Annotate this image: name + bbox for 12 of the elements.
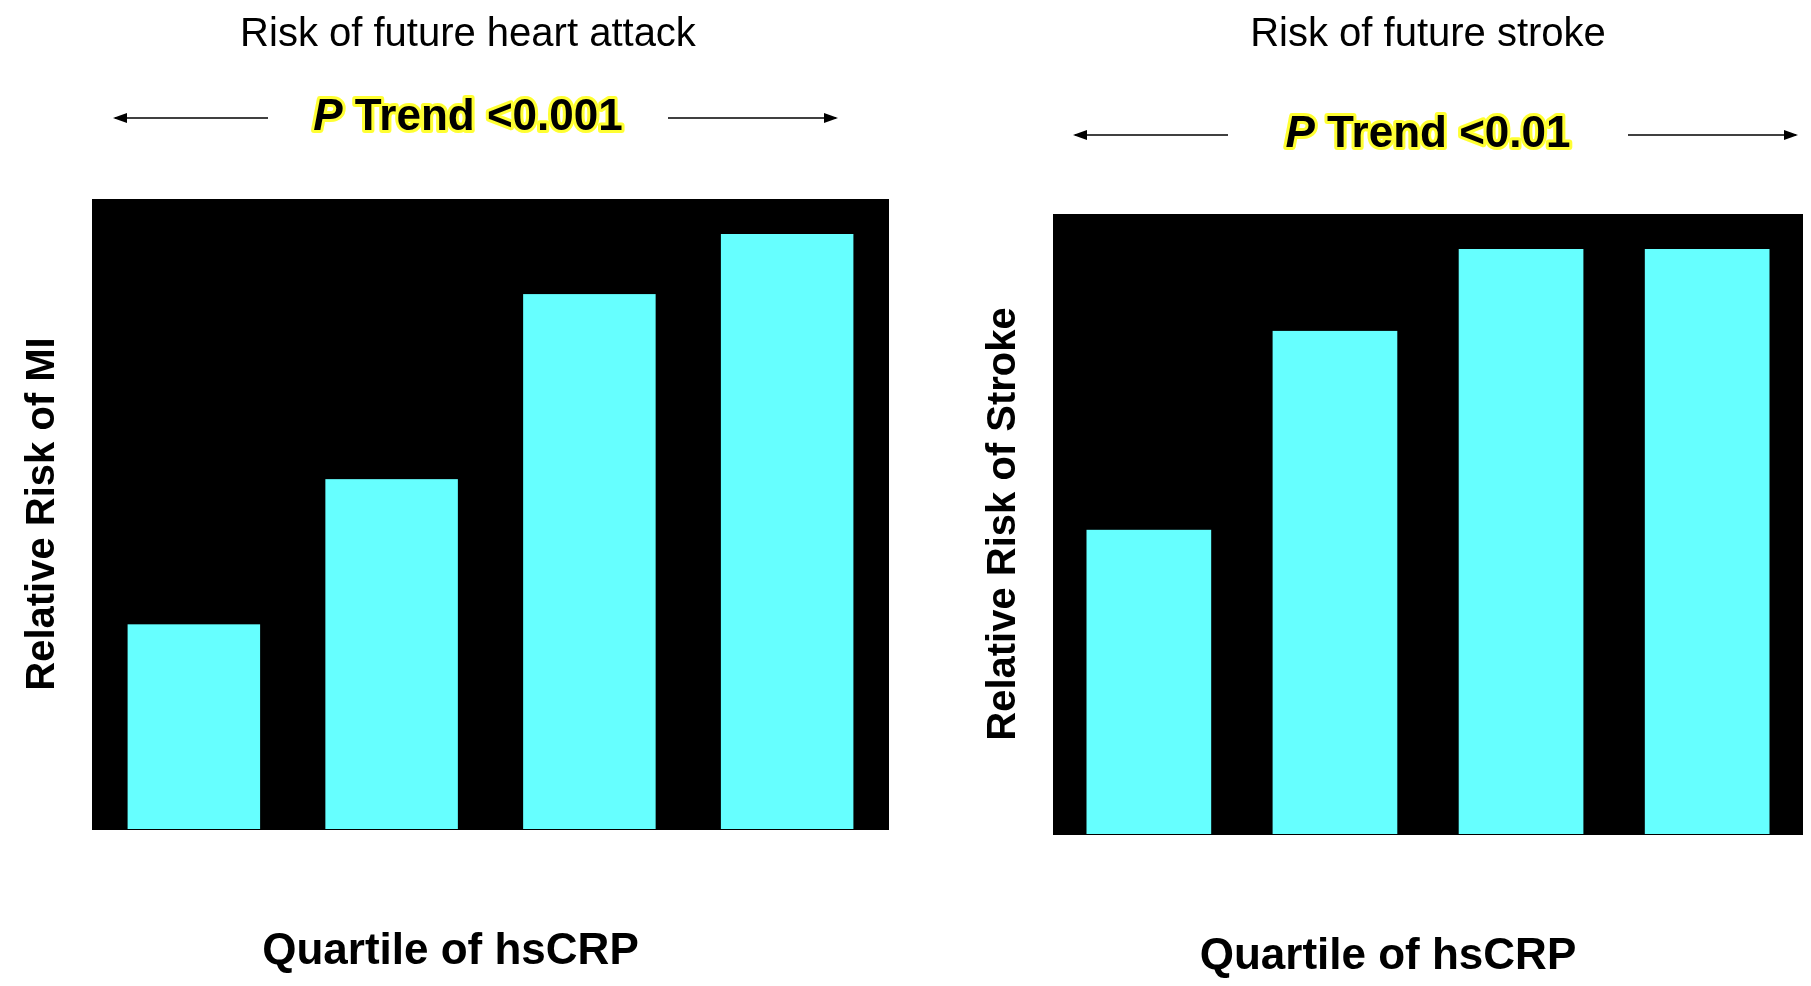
bar xyxy=(325,479,458,829)
bar xyxy=(127,624,261,829)
text: P Trend <0.001 xyxy=(313,90,623,139)
text: P Trend <0.01 xyxy=(1285,107,1571,156)
x-axis-title: Quartile of hsCRP xyxy=(262,924,639,973)
chart-title: Risk of future stroke xyxy=(1250,10,1606,54)
y-axis-title: Relative Risk of Stroke xyxy=(979,307,1023,741)
chart-title: Risk of future heart attack xyxy=(240,10,697,54)
bar xyxy=(720,234,854,829)
y-axis-title: Relative Risk of MI xyxy=(18,337,62,691)
x-axis-title: Quartile of hsCRP xyxy=(1199,929,1577,978)
bar xyxy=(523,294,656,829)
